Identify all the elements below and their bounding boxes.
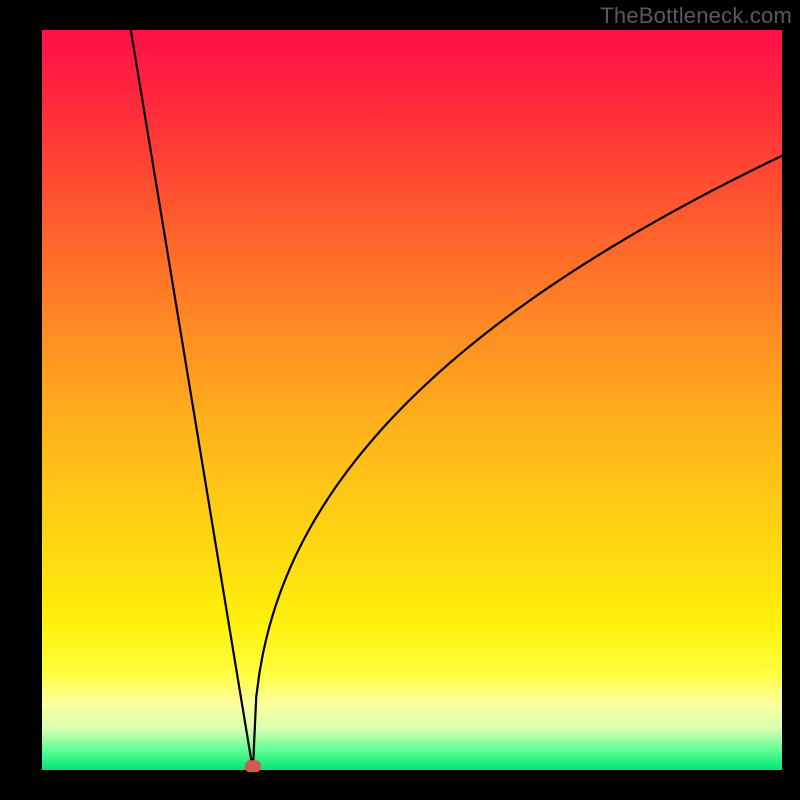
watermark-text: TheBottleneck.com [600,3,792,29]
plot-background [42,30,782,770]
optimum-marker [245,760,261,772]
